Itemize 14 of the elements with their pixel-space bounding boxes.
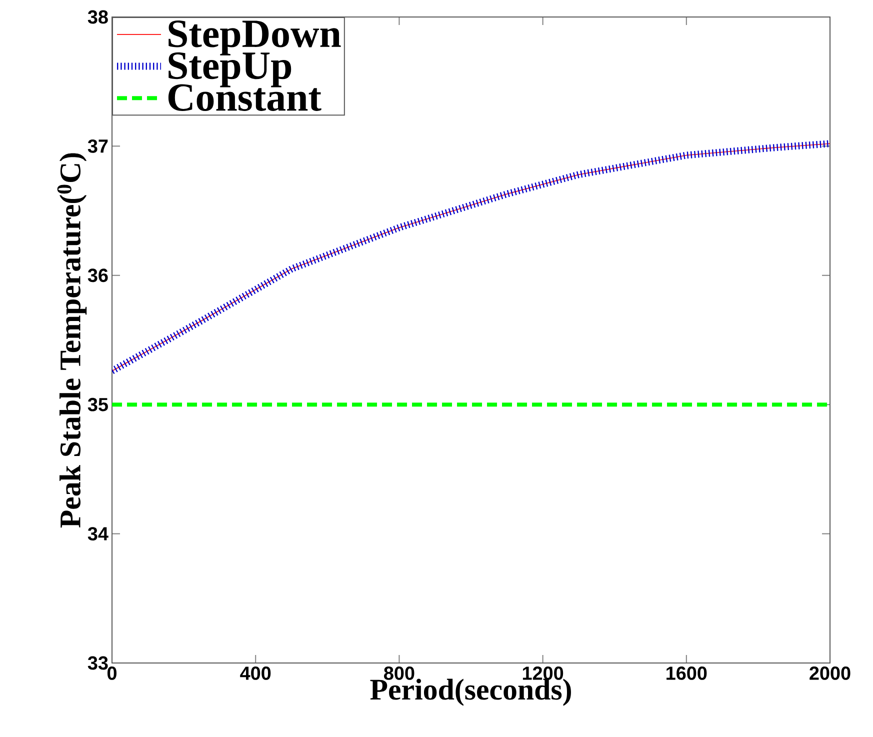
y-tick-label: 33 [88, 656, 108, 670]
x-tick-label: 1600 [666, 666, 707, 680]
y-tick-label: 35 [88, 398, 108, 412]
x-axis-title: Period(seconds) [370, 678, 571, 706]
y-tick-label: 36 [88, 268, 108, 282]
x-tick-label: 1200 [522, 666, 564, 680]
x-tick-label: 2000 [810, 666, 850, 680]
x-tick-label: 800 [384, 666, 414, 680]
y-axis-title: Peak Stable Temperature($^{0}$C) [57, 153, 87, 528]
y-tick-label: 37 [88, 139, 108, 153]
x-tick-label: 0 [107, 666, 116, 680]
y-tick-label: 34 [88, 527, 108, 541]
y-tick-label: 38 [88, 10, 108, 24]
x-tick-label: 400 [240, 666, 271, 680]
